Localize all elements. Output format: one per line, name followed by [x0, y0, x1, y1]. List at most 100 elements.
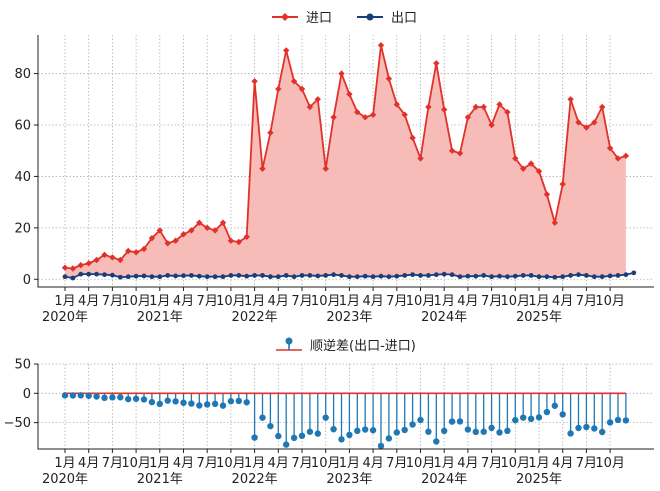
export-point: [394, 273, 400, 279]
balance-marker: [425, 428, 432, 435]
top-xtick-label: 1月: [244, 294, 265, 309]
import-point: [551, 219, 558, 226]
import-point: [377, 42, 385, 49]
export-point: [252, 273, 257, 278]
top-xtick-label: 4月: [362, 294, 383, 309]
export-point: [173, 273, 179, 279]
top-xtick-label: 7月: [197, 294, 218, 309]
export-point: [489, 274, 494, 280]
balance-marker: [109, 394, 116, 401]
bottom-xtick-label: 10月: [311, 456, 341, 471]
export-point: [102, 272, 107, 278]
top-xtick-label: 1月: [339, 294, 360, 309]
export-point: [528, 273, 534, 278]
top-xtick-label: 4月: [457, 294, 478, 309]
import-point: [298, 85, 306, 93]
export-point: [181, 273, 186, 279]
balance-marker: [148, 398, 156, 406]
balance-marker: [172, 398, 179, 405]
import-point: [140, 245, 148, 253]
top-xtick-label: 7月: [576, 294, 597, 309]
top-year-label: 2022年: [232, 310, 278, 325]
export-point: [299, 273, 305, 278]
import-point: [227, 237, 235, 244]
bottom-ytick-label: 0: [23, 387, 31, 402]
import-point: [527, 160, 535, 167]
balance-marker: [512, 416, 519, 424]
balance-marker: [196, 402, 203, 409]
bottom-xtick-label: 1月: [54, 456, 75, 471]
bottom-grid: [38, 363, 654, 449]
bottom-xtick-label: 1月: [149, 456, 170, 471]
export-point: [110, 272, 115, 278]
top-xtick-label: 10月: [216, 294, 246, 309]
top-xtick-label: 10月: [311, 294, 341, 309]
import-point: [211, 227, 219, 234]
import-point: [496, 101, 503, 108]
export-point: [520, 273, 526, 278]
top-ytick-label: 0: [23, 273, 31, 288]
bottom-xtick-label: 10月: [595, 456, 625, 471]
import-point: [385, 75, 393, 82]
export-point: [149, 274, 155, 280]
balance-marker: [314, 430, 321, 437]
bottom-xtick-label: 1月: [339, 456, 360, 471]
balance-marker: [61, 392, 69, 399]
import-point: [456, 150, 464, 157]
balance-marker: [551, 402, 558, 409]
export-point: [291, 274, 297, 280]
import-point: [188, 227, 195, 234]
bottom-ytick-label: 50: [14, 358, 31, 373]
balance-marker: [227, 398, 235, 405]
bottom-xtick-label: 4月: [268, 456, 289, 471]
balance-marker: [354, 427, 361, 435]
bottom-year-label: 2023年: [326, 472, 372, 487]
export-point: [315, 273, 321, 279]
export-point: [544, 274, 550, 280]
import-point: [314, 96, 321, 103]
import-point: [409, 134, 416, 142]
import-point: [425, 103, 432, 111]
bottom-xtick-label: 4月: [457, 456, 478, 471]
export-point: [141, 273, 147, 279]
export-point: [165, 273, 171, 278]
import-point: [109, 254, 116, 261]
balance-marker: [117, 394, 124, 401]
export-point: [189, 273, 194, 278]
top-year-label: 2025年: [516, 310, 562, 325]
export-point: [457, 274, 463, 280]
top-spines: [37, 35, 654, 288]
import-point: [441, 106, 448, 113]
top-xtick-label: 4月: [268, 294, 289, 309]
balance-marker: [464, 426, 472, 433]
import-point: [614, 155, 622, 162]
top-xtick-label: 1月: [149, 294, 170, 309]
top-ytick-label: 80: [14, 67, 31, 82]
import-point: [433, 60, 440, 67]
import-point: [148, 234, 156, 242]
export-point: [228, 273, 234, 278]
top-year-label: 2021年: [137, 310, 183, 325]
top-ytick-label: 20: [14, 221, 31, 236]
import-point: [330, 114, 337, 121]
bottom-spines: [37, 364, 654, 450]
import-point: [235, 238, 242, 246]
balance-marker: [101, 394, 108, 402]
export-point: [370, 274, 376, 280]
import-point: [85, 260, 92, 267]
balance-marker: [567, 430, 574, 437]
import-point: [290, 78, 298, 85]
export-point: [260, 273, 265, 278]
balance-marker: [401, 426, 408, 434]
balance-marker: [156, 400, 163, 408]
balance-marker: [85, 392, 92, 399]
balance-marker: [622, 417, 630, 424]
bottom-legend: 顺逆差(出口-进口): [276, 337, 416, 354]
export-point: [505, 274, 510, 280]
export-point: [591, 274, 597, 280]
export-point: [584, 273, 589, 278]
import-point: [401, 111, 408, 118]
export-point: [449, 272, 455, 278]
